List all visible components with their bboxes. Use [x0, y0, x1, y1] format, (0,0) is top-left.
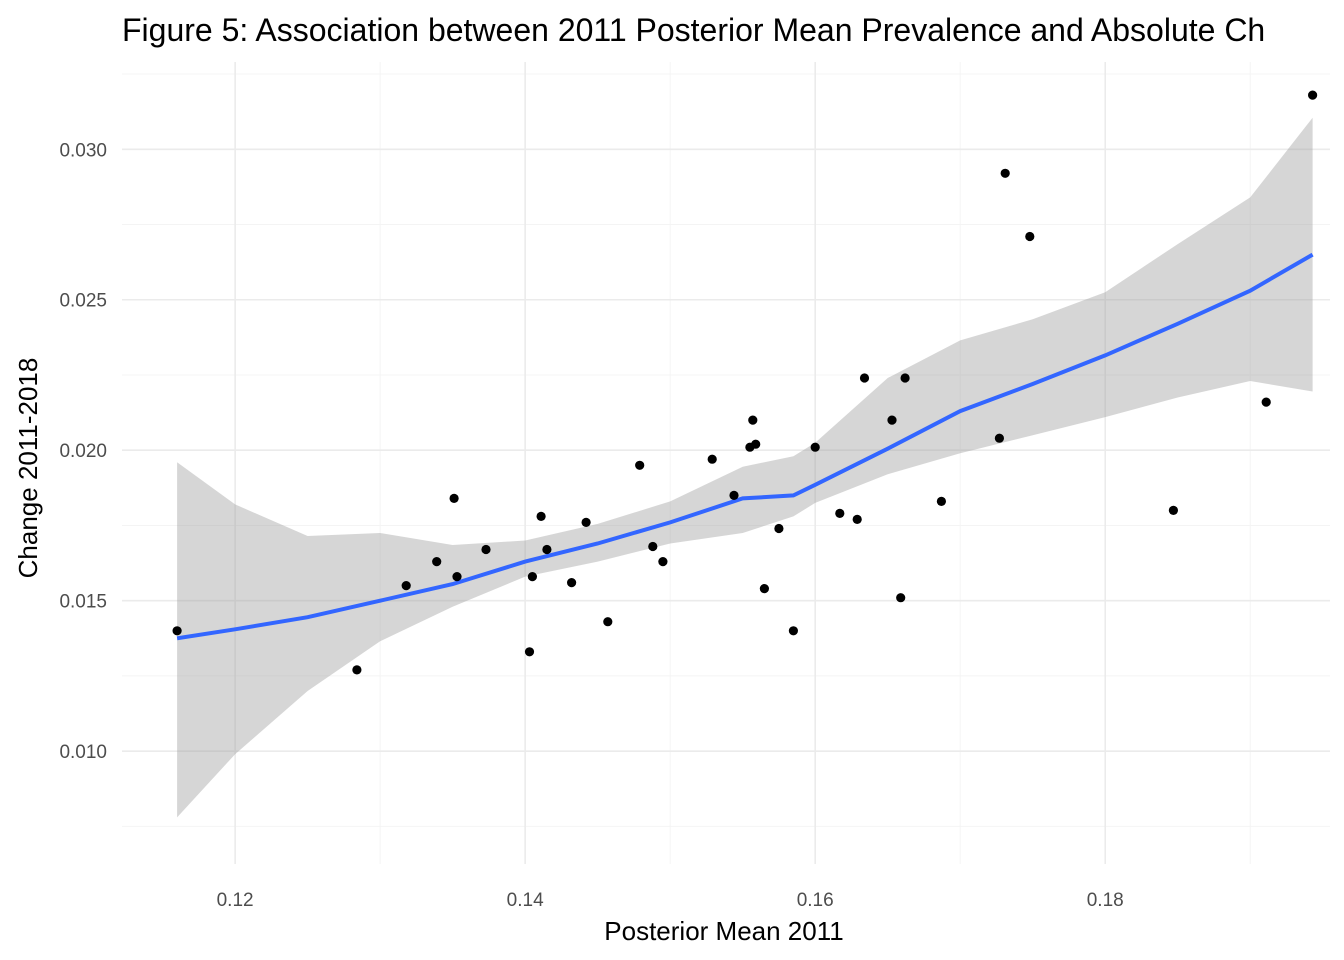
data-point [1261, 397, 1271, 407]
data-point [432, 557, 442, 567]
x-axis-title: Posterior Mean 2011 [604, 916, 843, 946]
data-point [994, 433, 1005, 443]
chart-title: Figure 5: Association between 2011 Poste… [122, 12, 1265, 48]
data-point [527, 572, 538, 582]
data-point [536, 511, 546, 521]
data-point [567, 578, 577, 588]
x-tick-label: 0.16 [797, 890, 834, 911]
data-point [481, 544, 491, 555]
y-tick-label: 0.030 [59, 140, 107, 161]
data-point [542, 544, 552, 555]
data-point [1168, 505, 1178, 515]
data-point [401, 581, 411, 591]
data-point [759, 584, 770, 594]
x-tick-label: 0.18 [1087, 890, 1124, 911]
data-point [774, 523, 784, 534]
y-tick-label: 0.010 [59, 742, 107, 763]
y-tick-label: 0.025 [59, 291, 107, 312]
y-axis-title: Change 2011-2018 [13, 358, 43, 579]
x-axis-tick-labels: 0.12 0.14 0.16 0.18 [217, 890, 1124, 911]
confidence-ribbon [177, 117, 1313, 818]
data-point [788, 626, 799, 636]
y-tick-label: 0.020 [59, 441, 107, 462]
data-point [603, 617, 613, 627]
data-point [936, 496, 947, 506]
data-point [172, 626, 182, 636]
smooth-trend-line [176, 252, 1314, 641]
data-point [1308, 90, 1318, 100]
data-point [748, 415, 758, 425]
y-tick-label: 0.015 [59, 592, 107, 613]
data-point [751, 439, 761, 449]
data-point [524, 647, 535, 657]
data-point [449, 493, 459, 503]
data-point [900, 373, 910, 383]
data-point [635, 460, 645, 470]
data-point [729, 490, 739, 500]
y-axis-tick-labels: 0.010 0.015 0.020 0.025 0.030 [59, 140, 107, 763]
data-point [810, 442, 820, 452]
data-point [658, 557, 668, 567]
data-points [172, 90, 1318, 675]
x-tick-label: 0.12 [217, 890, 254, 911]
data-point [1025, 231, 1035, 242]
data-point [835, 508, 845, 518]
data-point [852, 514, 862, 525]
data-point [648, 541, 658, 552]
data-point [1000, 168, 1010, 178]
x-tick-label: 0.14 [507, 890, 544, 911]
data-point [859, 373, 870, 383]
data-point [707, 454, 717, 464]
data-point [896, 593, 906, 603]
data-point [887, 415, 897, 425]
grid [122, 62, 1330, 864]
data-point [581, 517, 591, 528]
data-point [352, 665, 362, 675]
data-point [452, 572, 462, 582]
